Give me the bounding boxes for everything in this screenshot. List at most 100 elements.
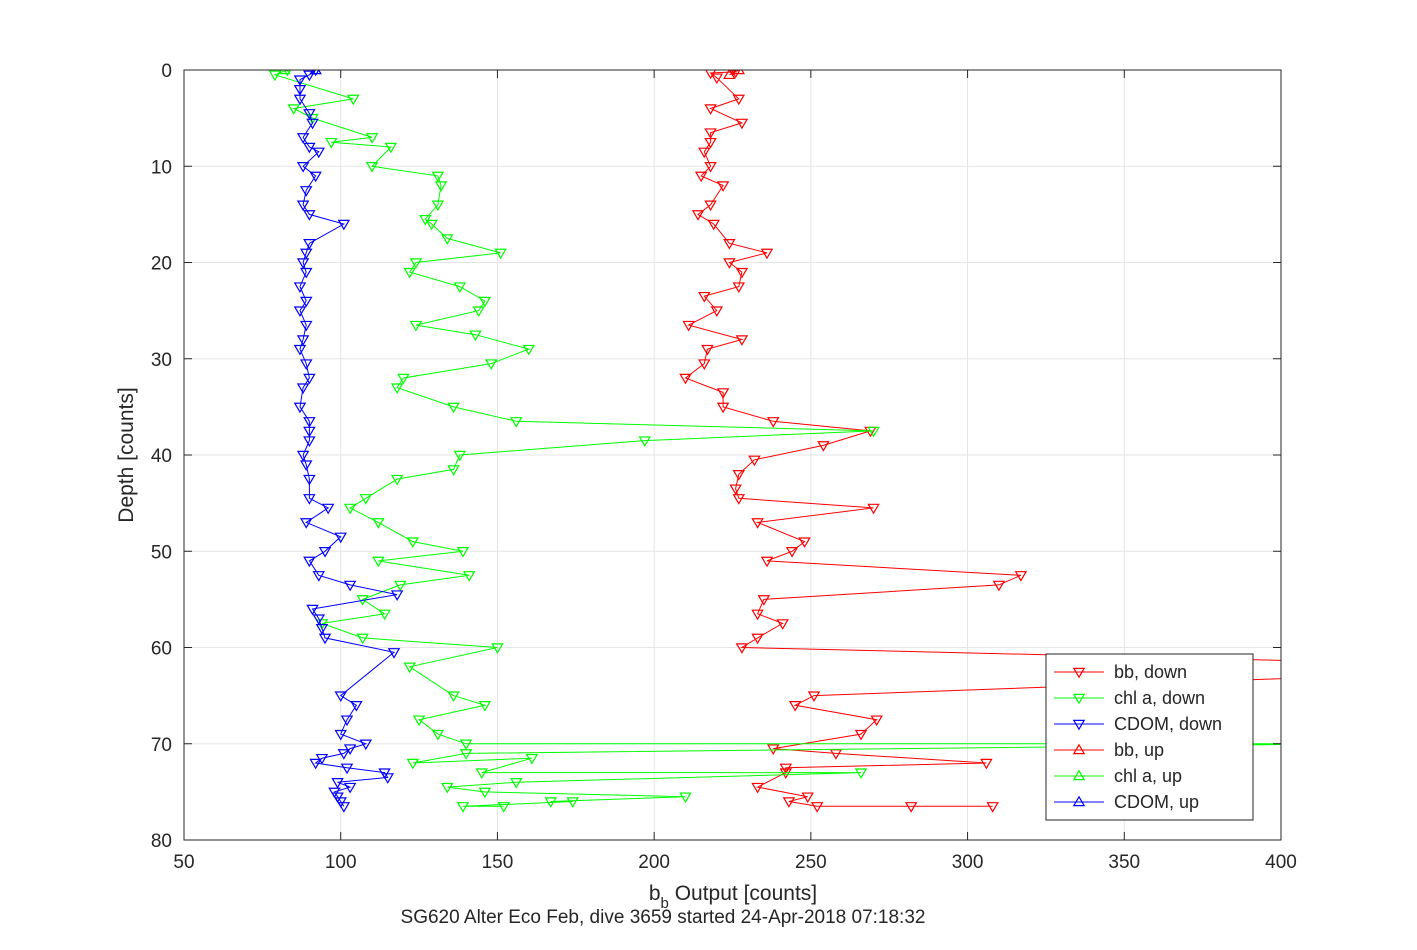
data-point: [394, 580, 407, 592]
data-point: [484, 359, 498, 370]
data-point: [309, 70, 322, 75]
data-point: [296, 450, 310, 462]
data-point: [340, 715, 354, 727]
data-point: [303, 417, 316, 428]
axis-ticks: 50 100 150 200 250 300 350 400 0 10 20 30 40 50 60 70 80: [151, 61, 1297, 873]
data-point: [785, 547, 799, 558]
data-point: [788, 701, 802, 712]
data-point: [453, 450, 467, 462]
data-point: [296, 383, 310, 395]
data-point: [491, 643, 504, 654]
data-point: [409, 258, 423, 269]
data-point: [760, 556, 774, 568]
data-point: [698, 359, 711, 370]
data-point: [732, 470, 746, 481]
x-axis-label: bb Output [counts]: [649, 882, 817, 912]
legend-box: [1045, 653, 1254, 821]
data-point: [904, 802, 918, 813]
data-point: [356, 633, 369, 645]
data-point: [403, 662, 416, 674]
data-point: [698, 147, 711, 159]
data-point: [854, 768, 868, 780]
legend-item: chl a, up: [1054, 766, 1182, 786]
data-point: [748, 455, 761, 467]
data-point: [296, 133, 310, 144]
data-point: [456, 802, 470, 813]
x-axis-label-rest: Output [counts]: [669, 882, 817, 905]
legend-label: bb, down: [1114, 662, 1187, 682]
data-point: [735, 267, 749, 279]
legend-label: CDOM, down: [1114, 714, 1222, 734]
data-point: [365, 162, 379, 173]
data-point: [299, 518, 313, 529]
legend-item: bb, down: [1054, 662, 1187, 682]
x-tick-label: 350: [1108, 852, 1140, 873]
legend-item: CDOM, up: [1054, 792, 1199, 812]
legend-label: chl a, up: [1114, 766, 1182, 786]
data-point: [303, 494, 316, 505]
data-point: [475, 768, 489, 780]
data-point: [701, 344, 714, 356]
data-point: [334, 532, 347, 544]
data-point: [296, 335, 310, 346]
data-point: [980, 758, 993, 770]
data-point: [312, 571, 326, 582]
legend-item: bb, up: [1054, 740, 1164, 760]
data-point: [409, 320, 423, 332]
legend: bb, down chl a, down CDOM, down bb, up chl a…: [1045, 653, 1254, 821]
data-point: [334, 691, 347, 703]
data-point: [343, 503, 357, 515]
data-point: [757, 595, 771, 606]
data-point: [434, 181, 448, 192]
data-point: [751, 609, 764, 621]
data-point: [704, 200, 717, 212]
y-tick-label: 80: [151, 831, 172, 852]
series-line: [273, 70, 1281, 807]
data-point: [293, 282, 307, 293]
data-point: [296, 200, 310, 212]
data-point: [293, 344, 307, 356]
data-point: [293, 306, 307, 318]
data-point: [472, 306, 485, 318]
data-point: [782, 797, 796, 808]
data-point: [751, 633, 764, 645]
data-point: [732, 70, 746, 75]
data-point: [735, 118, 749, 130]
data-point: [315, 624, 329, 635]
data-point: [509, 417, 523, 428]
data-point: [337, 219, 351, 231]
legend-marker: [1072, 795, 1086, 807]
data-point: [312, 147, 326, 159]
data-point: [798, 537, 811, 549]
data-point: [359, 739, 373, 751]
legend-marker: [1072, 743, 1086, 755]
data-point: [287, 104, 300, 115]
x-tick-label: 250: [795, 852, 827, 873]
data-point: [378, 609, 391, 621]
data-point: [303, 556, 316, 568]
x-tick-label: 50: [173, 852, 194, 873]
data-point: [343, 782, 357, 794]
data-point: [704, 137, 717, 149]
data-point: [459, 749, 473, 760]
data-point: [716, 181, 730, 192]
data-point: [306, 604, 319, 616]
data-point: [870, 715, 883, 727]
data-point: [469, 330, 482, 342]
data-point: [801, 792, 814, 804]
data-point: [299, 267, 313, 279]
data-point: [704, 162, 717, 173]
data-point: [723, 70, 736, 80]
data-point: [478, 787, 492, 799]
data-point: [293, 75, 307, 87]
data-point: [372, 518, 385, 529]
data-point: [384, 142, 398, 154]
data-point: [704, 104, 717, 115]
data-point: [509, 778, 523, 789]
data-point: [810, 802, 824, 813]
data-point: [390, 383, 404, 395]
data-point: [359, 494, 373, 505]
data-point: [497, 802, 510, 813]
data-point: [347, 94, 360, 106]
